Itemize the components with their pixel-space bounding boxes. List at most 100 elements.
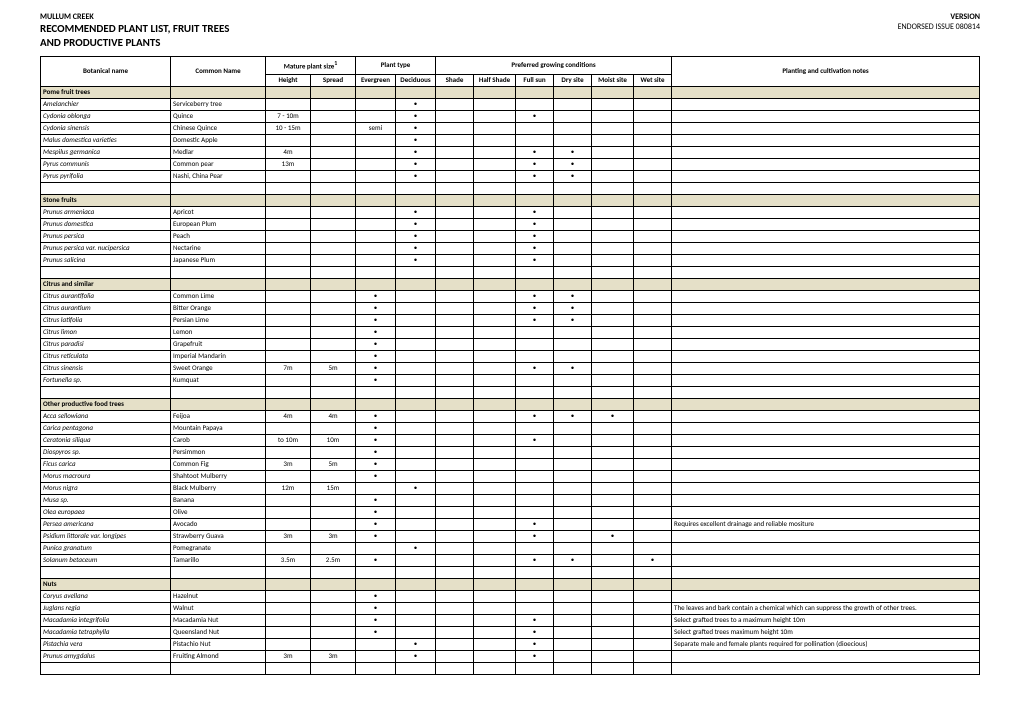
cell-full-sun: • (516, 170, 554, 182)
cell-full-sun: • (516, 650, 554, 662)
table-row: Prunus persica var. nucipersicaNectarine… (41, 242, 980, 254)
col-dry: Dry site (554, 74, 592, 86)
cell-full-sun: • (516, 254, 554, 266)
cell-deciduous (396, 338, 436, 350)
cell-dry (554, 530, 592, 542)
cell-common: Kumquat (171, 374, 266, 386)
cell-moist (592, 362, 634, 374)
cell-shade (436, 638, 474, 650)
cell-half-shade (474, 254, 516, 266)
cell-spread (311, 254, 356, 266)
cell-height: 3m (266, 458, 311, 470)
cell-shade (436, 422, 474, 434)
cell-notes (672, 554, 980, 566)
cell-half-shade (474, 302, 516, 314)
cell-half-shade (474, 98, 516, 110)
cell-full-sun (516, 374, 554, 386)
table-row: Citrus reticulataImperial Mandarin• (41, 350, 980, 362)
cell-common: Sweet Orange (171, 362, 266, 374)
cell-height (266, 422, 311, 434)
cell-wet (634, 434, 672, 446)
cell-spread (311, 98, 356, 110)
table-row: Juglans regiaWalnut•The leaves and bark … (41, 602, 980, 614)
cell-botanical: Citrus aurantium (41, 302, 171, 314)
table-row: Pyrus communisCommon pear13m••• (41, 158, 980, 170)
cell-notes (672, 134, 980, 146)
cell-common: Pomegranate (171, 542, 266, 554)
table-row: Macadamia integrifoliaMacadamia Nut••Sel… (41, 614, 980, 626)
cell-deciduous: • (396, 650, 436, 662)
cell-half-shade (474, 350, 516, 362)
cell-botanical: Pistachia vera (41, 638, 171, 650)
cell-full-sun (516, 350, 554, 362)
cell-dry (554, 338, 592, 350)
cell-spread: 2.5m (311, 554, 356, 566)
cell-evergreen: • (356, 626, 396, 638)
cell-notes (672, 110, 980, 122)
cell-notes (672, 410, 980, 422)
cell-deciduous: • (396, 542, 436, 554)
cell-dry (554, 494, 592, 506)
table-row: Ceratonia siliquaCarobto 10m10m•• (41, 434, 980, 446)
cell-moist (592, 122, 634, 134)
section-title: Stone fruits (41, 194, 171, 206)
cell-common: Chinese Quince (171, 122, 266, 134)
cell-evergreen: • (356, 470, 396, 482)
cell-wet (634, 470, 672, 482)
cell-botanical: Citrus aurantifolia (41, 290, 171, 302)
col-size-group: Mature plant size1 (266, 56, 356, 74)
blank-row (41, 566, 980, 578)
blank-row (41, 662, 980, 674)
cell-spread: 3m (311, 530, 356, 542)
table-row: Ficus caricaCommon Fig3m5m• (41, 458, 980, 470)
cell-spread (311, 314, 356, 326)
cell-evergreen (356, 230, 396, 242)
cell-shade (436, 458, 474, 470)
cell-common: Queensland Nut (171, 626, 266, 638)
cell-dry (554, 434, 592, 446)
cell-moist (592, 638, 634, 650)
cell-moist (592, 158, 634, 170)
cell-moist (592, 254, 634, 266)
cell-spread (311, 518, 356, 530)
cell-wet (634, 110, 672, 122)
cell-evergreen: • (356, 614, 396, 626)
cell-botanical: Persea americana (41, 518, 171, 530)
cell-wet (634, 614, 672, 626)
cell-evergreen: • (356, 458, 396, 470)
cell-deciduous (396, 374, 436, 386)
version-label: VERSION (898, 12, 980, 22)
table-body: Pome fruit treesAmelanchierServiceberry … (41, 86, 980, 674)
cell-wet (634, 350, 672, 362)
cell-dry (554, 230, 592, 242)
cell-spread: 15m (311, 482, 356, 494)
cell-full-sun: • (516, 410, 554, 422)
cell-half-shade (474, 638, 516, 650)
cell-deciduous (396, 362, 436, 374)
cell-moist (592, 326, 634, 338)
cell-half-shade (474, 170, 516, 182)
cell-wet (634, 242, 672, 254)
cell-evergreen (356, 542, 396, 554)
col-full-sun: Full sun (516, 74, 554, 86)
cell-deciduous: • (396, 158, 436, 170)
cell-half-shade (474, 518, 516, 530)
cell-height (266, 602, 311, 614)
cell-shade (436, 338, 474, 350)
cell-notes (672, 242, 980, 254)
cell-notes (672, 218, 980, 230)
cell-deciduous (396, 554, 436, 566)
section-row: Citrus and similar (41, 278, 980, 290)
cell-height (266, 590, 311, 602)
cell-half-shade (474, 362, 516, 374)
section-row: Nuts (41, 578, 980, 590)
cell-wet (634, 158, 672, 170)
cell-moist (592, 98, 634, 110)
cell-full-sun: • (516, 626, 554, 638)
cell-common: Fruiting Almond (171, 650, 266, 662)
col-cond-group: Preferred growing conditions (436, 56, 672, 74)
cell-shade (436, 218, 474, 230)
cell-common: Lemon (171, 326, 266, 338)
cell-botanical: Citrus latifolia (41, 314, 171, 326)
cell-moist (592, 230, 634, 242)
